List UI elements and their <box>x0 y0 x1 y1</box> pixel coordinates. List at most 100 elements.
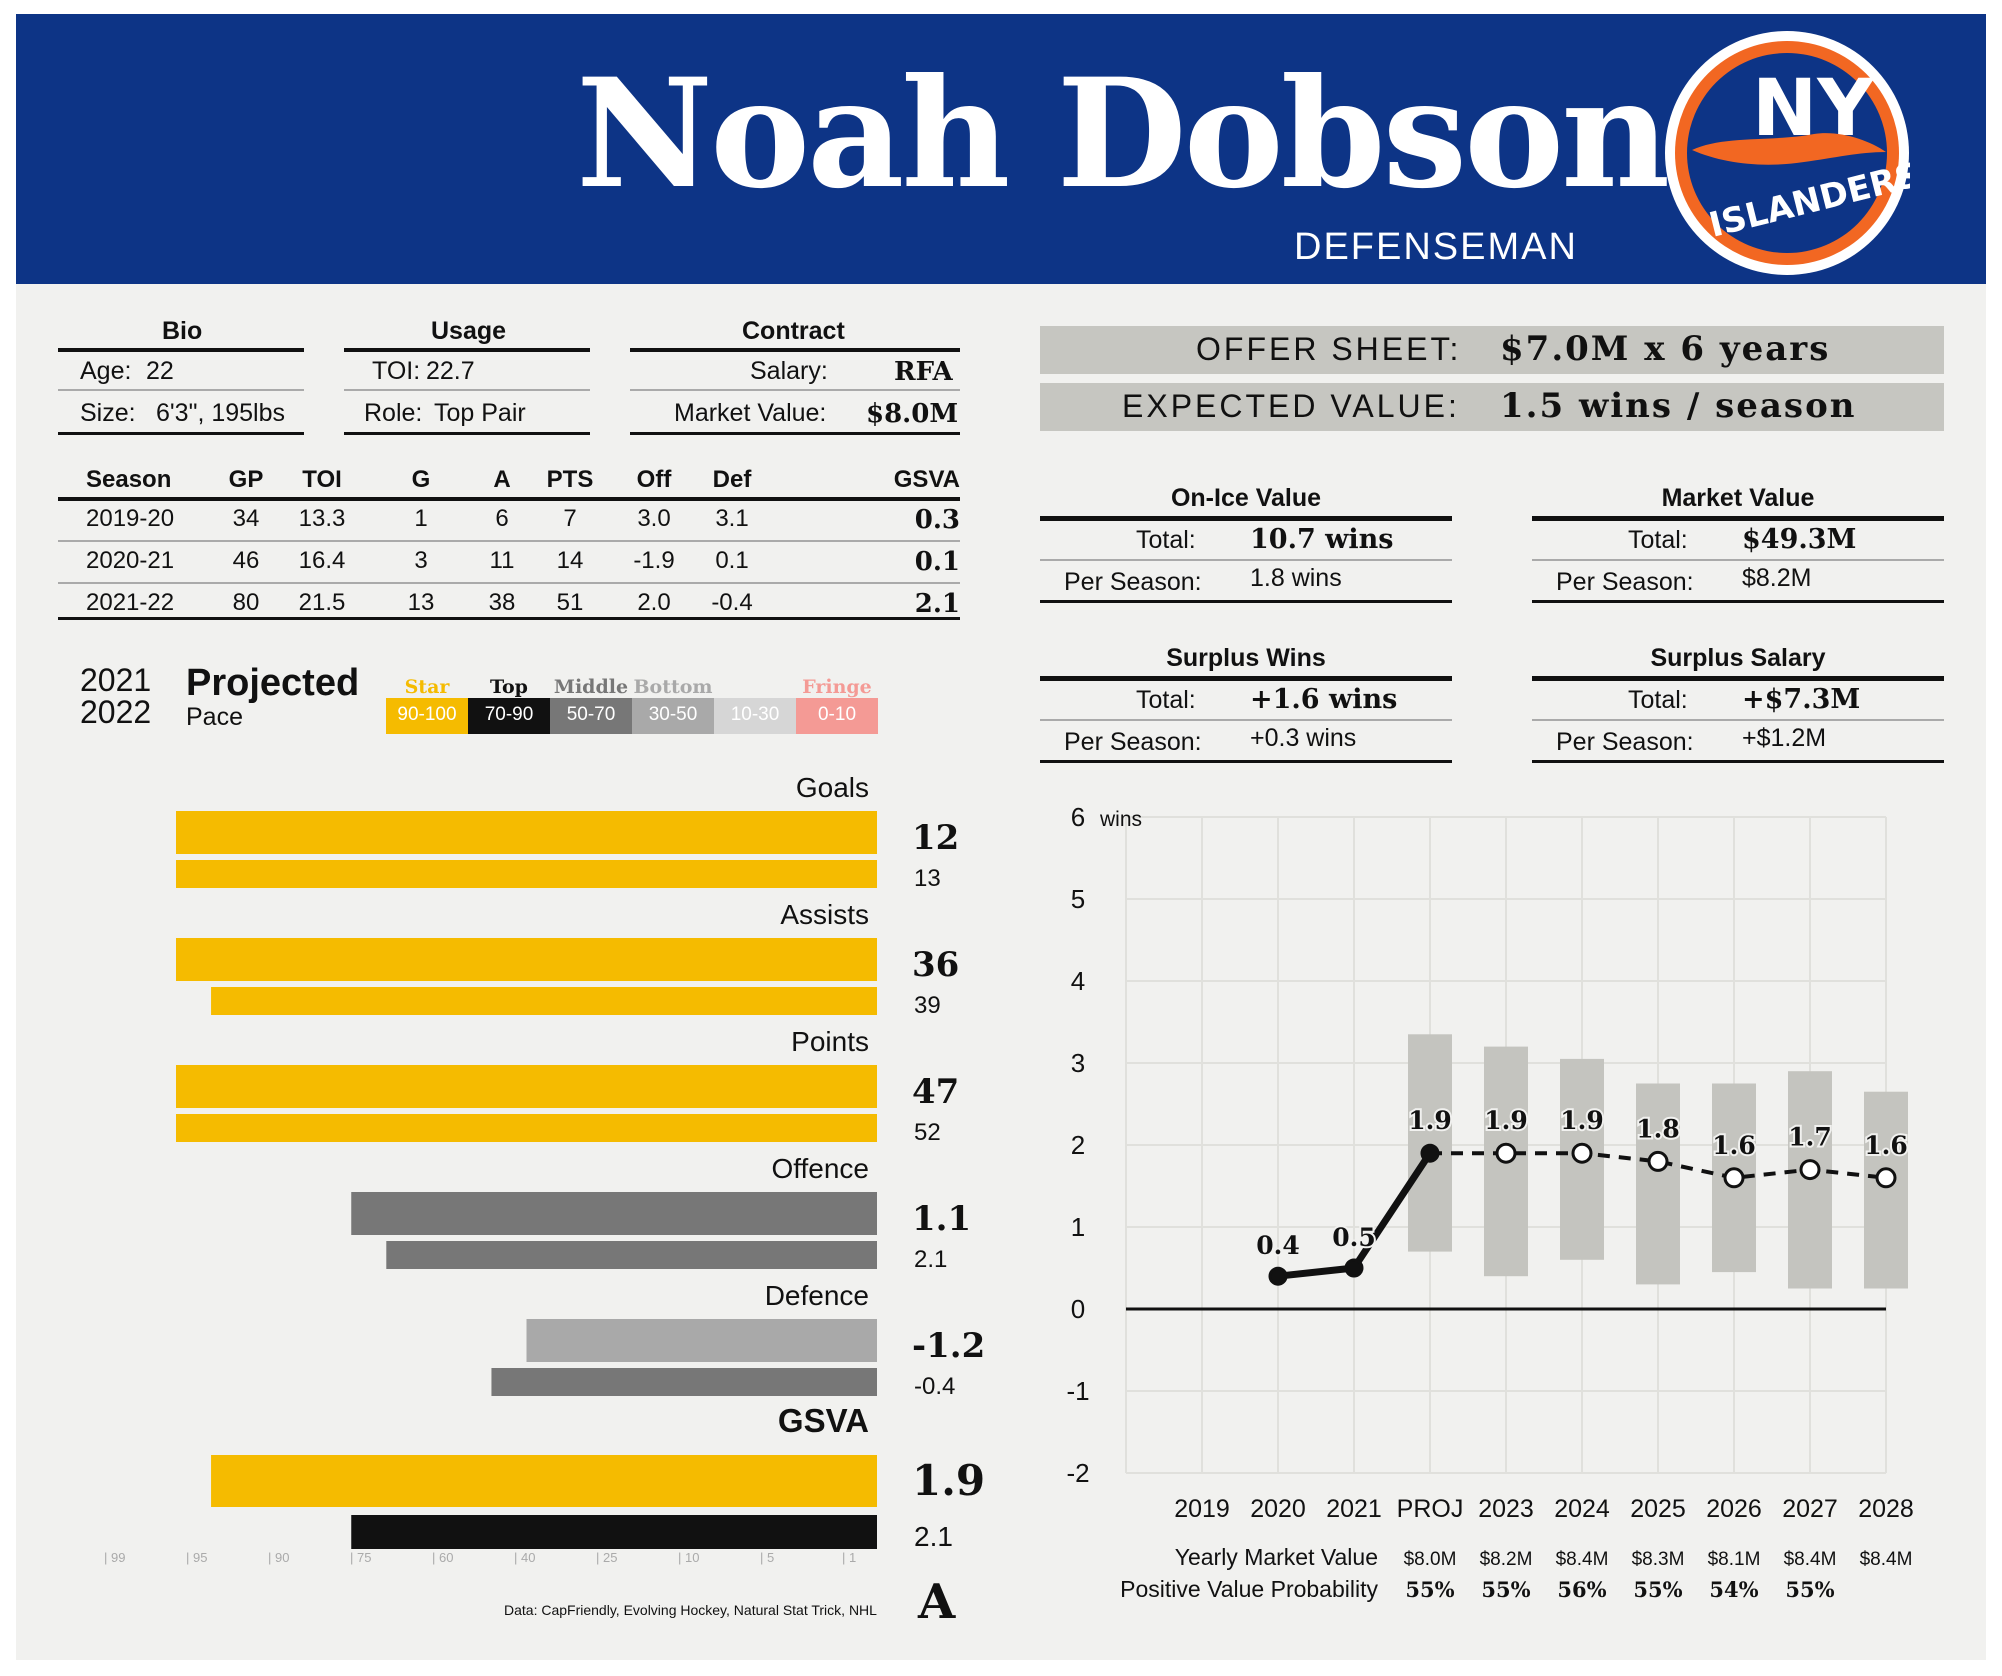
y-tick-label: 6 <box>1071 802 1085 832</box>
table-cell: 16.4 <box>298 547 346 574</box>
y-tick-label: 1 <box>1071 1212 1085 1242</box>
usage-title: Usage <box>431 317 507 345</box>
bar-projected-gsva <box>211 1455 878 1507</box>
x-tick-label: 2019 <box>1174 1495 1230 1523</box>
value-box-total-market: $49.3M <box>1742 524 1857 555</box>
value-box-total-surplus_salary: +$7.3M <box>1742 684 1861 715</box>
x-tick-label: | 90 <box>268 1550 289 1565</box>
x-tick-label: 2024 <box>1554 1495 1610 1523</box>
table-cell: 38 <box>488 589 516 616</box>
bio-age-label: Age: <box>80 357 132 385</box>
data-label: 1.6 <box>1712 1131 1756 1160</box>
x-tick-label: | 95 <box>186 1550 207 1565</box>
legend-range: 70-90 <box>484 704 534 725</box>
data-point <box>1647 1150 1669 1172</box>
metric-label-assists: Assists <box>780 899 869 930</box>
value-box-per-surplus_wins: +0.3 wins <box>1250 724 1357 752</box>
islanders-logo-icon: NY ISLANDERS <box>1665 31 1910 275</box>
legend-range: 90-100 <box>397 704 457 725</box>
data-point <box>1495 1142 1517 1164</box>
data-point <box>1268 1266 1288 1286</box>
value-box-per-label: Per Season: <box>1064 568 1202 596</box>
x-tick-label: | 40 <box>514 1550 535 1565</box>
table-cell: 3.1 <box>715 505 749 532</box>
value-box-title-on_ice: On-Ice Value <box>1170 484 1322 512</box>
table-row-divider <box>58 582 960 584</box>
table-cell: -1.9 <box>633 547 675 574</box>
table-header-rule <box>58 497 960 501</box>
data-label: 1.8 <box>1636 1114 1680 1143</box>
contract-salary-label: Salary: <box>750 357 828 385</box>
value-projected-defence: -1.2 <box>912 1326 985 1366</box>
value-box-bottom-rule <box>1532 600 1944 603</box>
probability-cell: 55% <box>1785 1577 1834 1602</box>
data-label: 0.4 <box>1256 1231 1300 1260</box>
table-row-divider <box>58 540 960 542</box>
table-header-a: A <box>493 466 511 493</box>
table-cell: 0.1 <box>715 547 749 574</box>
bar-projected-assists <box>176 938 877 981</box>
value-box-bottom-rule <box>1040 600 1452 603</box>
value-box-divider <box>1532 559 1944 561</box>
bio-divider <box>58 389 304 391</box>
legend-swatch-0 <box>386 698 468 734</box>
proj-year-1: 2021 <box>80 662 152 698</box>
probability-row-label: Positive Value Probability <box>1120 1576 1378 1602</box>
y-tick-label: 3 <box>1071 1048 1085 1078</box>
table-cell: 11 <box>489 547 515 574</box>
proj-title: Projected <box>186 662 360 704</box>
bio-bottom-rule <box>58 432 304 435</box>
contract-bottom-rule <box>630 432 960 435</box>
value-pace-assists: 39 <box>914 992 941 1019</box>
offer-sheet-value: $7.0M x 6 years <box>1500 329 1831 369</box>
usage-divider <box>344 389 590 391</box>
data-point <box>1875 1167 1897 1189</box>
value-box-total-label: Total: <box>1136 526 1196 554</box>
x-tick-label: | 75 <box>350 1550 371 1565</box>
value-box-bottom-rule <box>1040 760 1452 763</box>
bar-pace-offence <box>386 1241 877 1269</box>
x-tick-label: 2028 <box>1858 1495 1914 1523</box>
value-box-title-surplus_wins: Surplus Wins <box>1166 644 1326 672</box>
projection-bar-chart: Goals 12 13 Assists 36 39 Points 47 52 Offence 1.1… <box>104 772 985 1565</box>
value-projected-assists: 36 <box>912 945 959 985</box>
legend-swatch-3 <box>632 698 714 734</box>
value-box-total-surplus_wins: +1.6 wins <box>1250 684 1398 715</box>
bar-projected-goals <box>176 811 877 854</box>
x-tick-label: | 25 <box>596 1550 617 1565</box>
y-tick-label: -2 <box>1066 1458 1089 1488</box>
contract-salary: RFA <box>894 357 953 387</box>
x-tick-label: 2026 <box>1706 1495 1762 1523</box>
probability-cell: 55% <box>1405 1577 1454 1602</box>
table-header-toi: TOI <box>302 466 342 493</box>
value-pace-gsva: 2.1 <box>914 1521 953 1552</box>
wins-projection-chart: 6 5 4 3 2 1 0 -1 -2 wins 0.4 0.5 1.9 1.9 1.9 1.8 1.6 1.7 1… <box>1066 802 1914 1602</box>
table-cell: 3 <box>414 547 428 574</box>
table-cell: 0.3 <box>914 505 960 535</box>
value-projected-goals: 12 <box>912 818 959 858</box>
value-box-total-on_ice: 10.7 wins <box>1250 524 1394 555</box>
table-cell: 21.5 <box>298 589 346 616</box>
table-header-pts: PTS <box>546 466 594 493</box>
range-box <box>1636 1083 1680 1285</box>
value-box-bottom-rule <box>1532 760 1944 763</box>
table-cell: 51 <box>556 589 584 616</box>
legend-name-bottom: Bottom <box>633 676 713 698</box>
x-tick-label: 2027 <box>1782 1495 1838 1523</box>
table-cell: -0.4 <box>711 589 753 616</box>
data-label: 1.9 <box>1408 1106 1452 1135</box>
bar-pace-defence <box>491 1368 877 1396</box>
contract-mv: $8.0M <box>866 399 959 429</box>
bar-projected-points <box>176 1065 877 1108</box>
data-point <box>1723 1167 1745 1189</box>
table-cell: 14 <box>556 547 584 574</box>
value-box-total-label: Total: <box>1628 686 1688 714</box>
legend-name-top: Top <box>490 676 528 698</box>
usage-role: Top Pair <box>434 399 526 427</box>
x-tick-label: | 99 <box>104 1550 125 1565</box>
value-projected-offence: 1.1 <box>912 1199 971 1239</box>
bio-title: Bio <box>162 317 203 345</box>
table-header-def: Def <box>712 466 752 493</box>
table-cell: 2019-20 <box>86 505 175 532</box>
metric-label-defence: Defence <box>765 1280 869 1311</box>
